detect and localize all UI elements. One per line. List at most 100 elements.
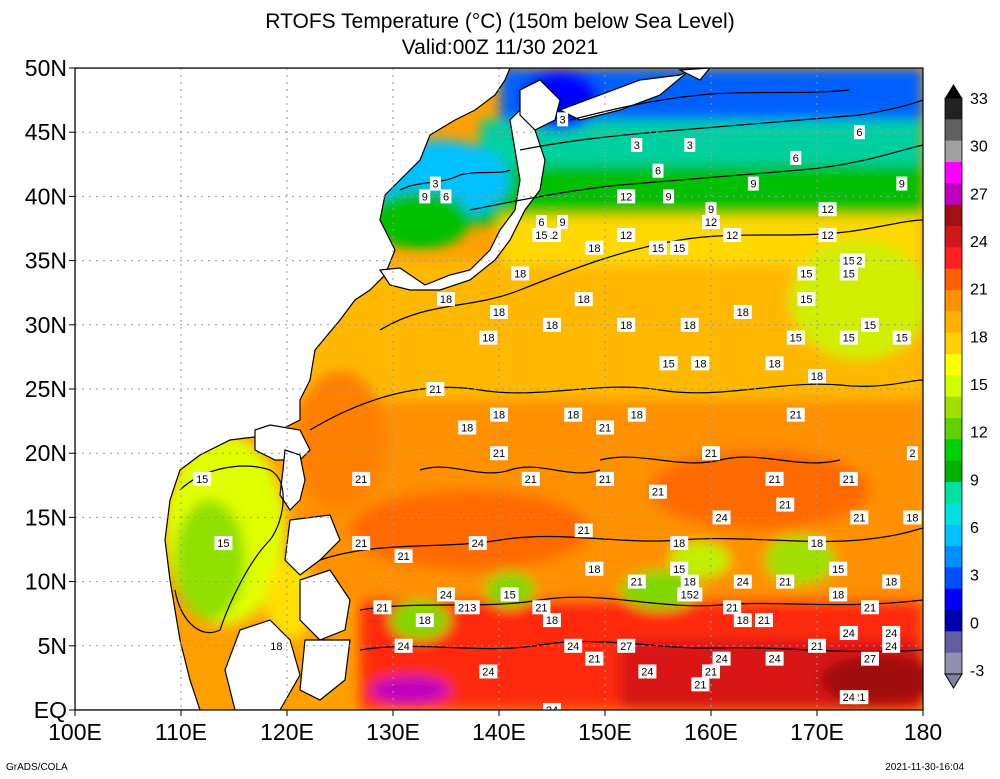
contour-label: 21 <box>790 410 802 422</box>
contour-label-bg <box>786 330 805 345</box>
contour-label: 9 <box>708 204 714 216</box>
contour-label-bg <box>394 548 413 563</box>
contour-label: 9 <box>666 191 672 203</box>
contour-label: 18 <box>885 577 897 589</box>
y-tick-label: 5N <box>38 633 67 659</box>
contour-label: 12 <box>726 230 738 242</box>
contour-label-bg <box>684 138 696 153</box>
contour-label-bg <box>479 330 498 345</box>
contour-label: 21 <box>652 487 664 499</box>
contour-label-bg <box>617 317 636 332</box>
contour-label-bg <box>839 266 858 281</box>
colorbar-top-arrow <box>945 84 962 98</box>
contour-label: 18 <box>811 538 823 550</box>
x-tick-label: 140E <box>472 719 526 745</box>
credit-grads: GrADS/COLA <box>6 762 68 773</box>
contour-label: 21 <box>705 666 717 678</box>
contour-label-bg <box>627 407 646 422</box>
contour-label: 6 <box>856 127 862 139</box>
colorbar-segment <box>945 418 962 440</box>
contour-label-bg <box>585 651 604 666</box>
contour-label-bg <box>797 266 816 281</box>
contour-label: 12 <box>821 204 833 216</box>
contour-label-bg <box>733 613 752 628</box>
contour-label: 21 <box>811 641 823 653</box>
contour-label: 21 <box>578 525 590 537</box>
contour-label: 9 <box>899 179 905 191</box>
contour-label-bg <box>733 574 752 589</box>
contour-label-bg <box>426 382 445 396</box>
contour-label: 24 <box>567 641 579 653</box>
contour-label: 27 <box>864 654 876 666</box>
contour-label-bg <box>574 292 593 307</box>
contour-label: 18 <box>737 307 749 319</box>
contour-label: 24 <box>546 705 558 717</box>
contour-label: 9 <box>422 191 428 203</box>
contour-label: 18 <box>419 615 431 627</box>
contour-label: 6 <box>793 153 799 165</box>
colorbar-label: 15 <box>970 377 988 394</box>
y-tick-label: 30N <box>25 312 67 338</box>
contour-label-bg <box>839 625 858 640</box>
contour-label: 21 <box>705 448 717 460</box>
contour-label-bg <box>617 638 636 653</box>
colorbar-segment <box>945 652 962 675</box>
contour-label-bg <box>352 471 371 486</box>
contour-label: 15 <box>843 268 855 280</box>
contour-label: 24 <box>482 666 494 678</box>
contour-label-bg <box>829 561 848 576</box>
contour-label-bg <box>839 690 858 705</box>
contour-label: 6 <box>538 217 544 229</box>
y-tick-label: EQ <box>34 697 67 723</box>
colorbar-label: 24 <box>970 234 988 251</box>
contour-label-bg <box>723 600 742 615</box>
colorbar-segment <box>945 503 962 526</box>
contour-label-bg <box>839 253 858 268</box>
contour-label-bg <box>479 664 498 679</box>
x-tick-label: 170E <box>790 719 844 745</box>
contour-label: 18 <box>684 320 696 332</box>
contour-label-bg <box>429 176 441 191</box>
contour-label: 15 <box>843 256 855 268</box>
contour-label: 21 <box>726 602 738 614</box>
contour-label-bg <box>808 536 826 551</box>
gridlines <box>75 68 923 710</box>
contour-label-bg <box>680 317 699 332</box>
contour-label: 15 <box>790 333 802 345</box>
contour-label: 24 <box>843 692 855 704</box>
contour-label-bg <box>267 638 286 653</box>
contour-label-bg <box>437 292 455 307</box>
colorbar-label: 9 <box>970 472 979 489</box>
contour-label-bg <box>861 651 879 666</box>
contour-label: 18 <box>684 577 696 589</box>
contour-label-bg <box>535 215 547 230</box>
contour-label-bg <box>702 215 720 230</box>
contour-label-bg <box>723 227 742 242</box>
colorbar-segment <box>945 546 962 568</box>
contour-label-bg <box>765 356 784 371</box>
contour-label: 12 <box>705 217 717 229</box>
contour-label-bg <box>808 638 826 653</box>
contour-label-bg <box>543 317 561 332</box>
contour-label-bg <box>680 574 699 589</box>
contour-label-bg <box>896 176 908 191</box>
contour-label-bg <box>638 664 657 679</box>
contour-label-bg <box>786 407 805 422</box>
contour-label-bg <box>649 484 667 499</box>
contour-label: 18 <box>482 333 494 345</box>
contour-label-bg <box>532 600 551 615</box>
contour-label: 21 <box>864 602 876 614</box>
contour-label: 21 <box>355 474 367 486</box>
y-tick-label: 20N <box>25 440 67 466</box>
contour-label: 21 <box>779 500 791 512</box>
contour-label: 18 <box>694 358 706 370</box>
y-tick-label: 50N <box>25 55 67 81</box>
contour-label: 18 <box>673 538 685 550</box>
contour-label: 21 <box>397 551 409 563</box>
contour-label: 15 <box>652 243 664 255</box>
contour-label: 18 <box>461 423 473 435</box>
contour-label-bg <box>853 125 865 140</box>
